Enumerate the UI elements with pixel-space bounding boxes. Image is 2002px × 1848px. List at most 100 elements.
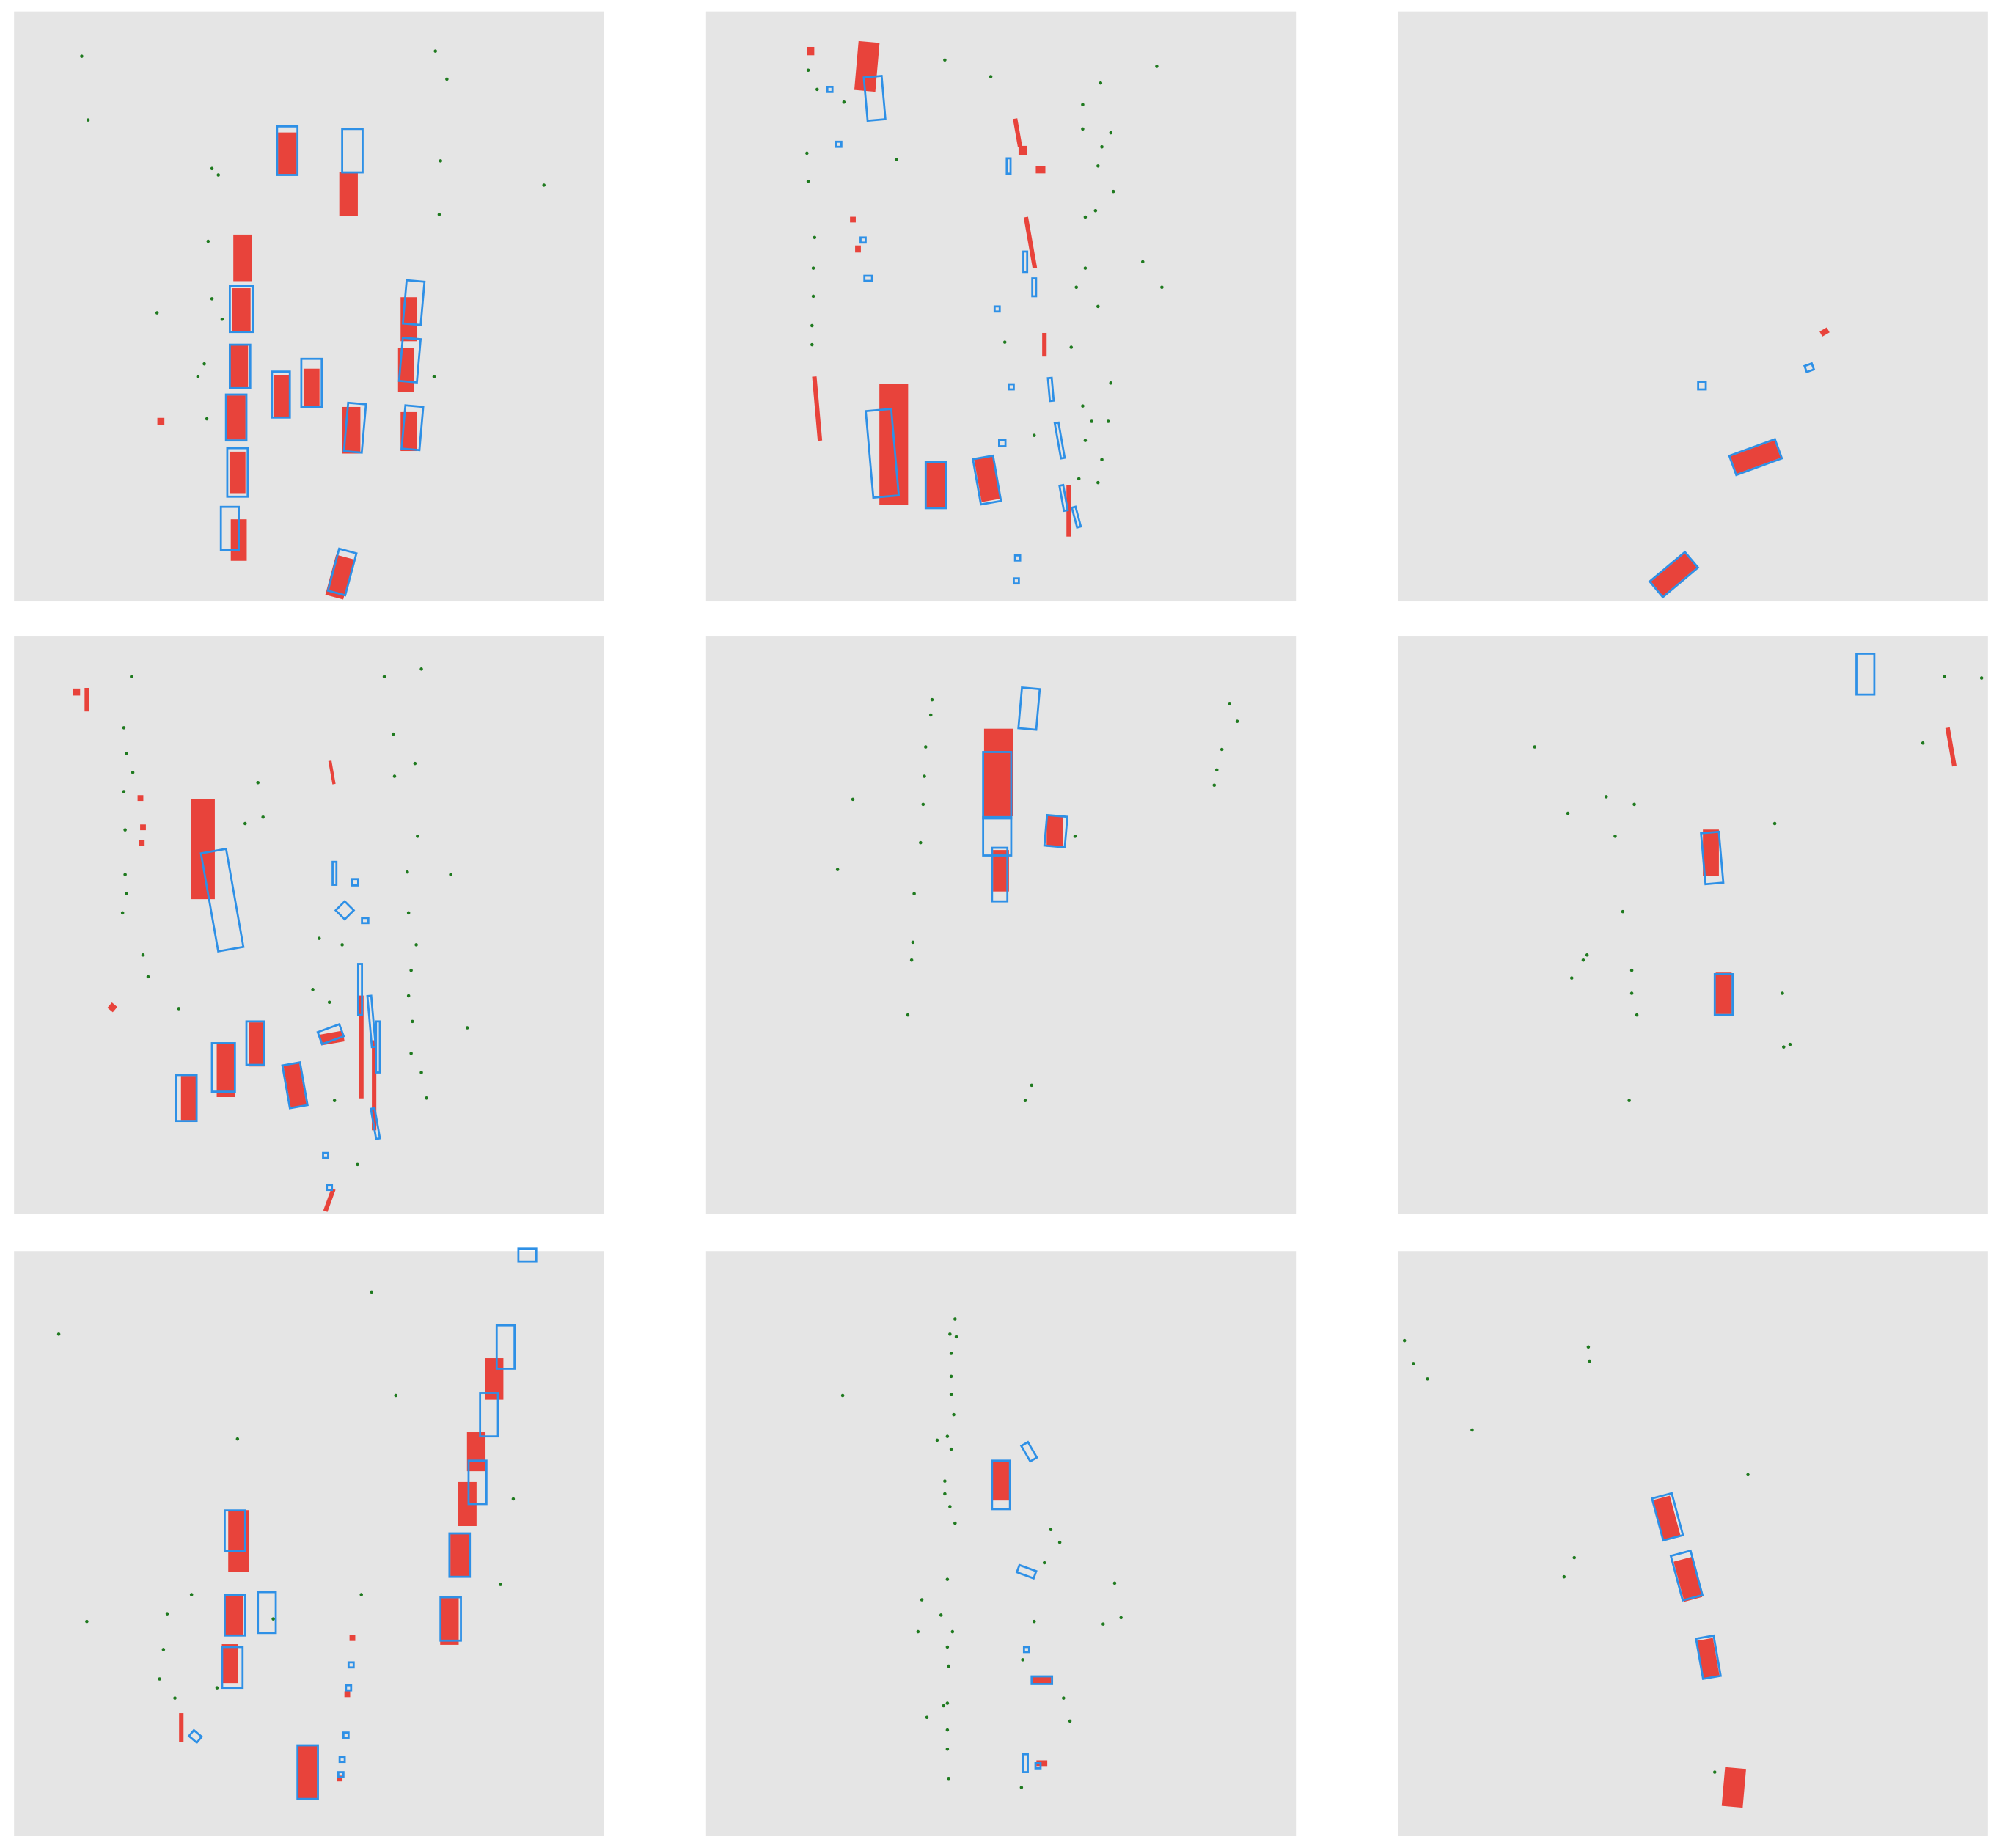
lidar-point (945, 1728, 950, 1732)
lidar-point (210, 297, 214, 301)
predicted-box (229, 344, 249, 389)
lidar-point (1632, 802, 1636, 807)
ground-truth-box (341, 128, 364, 174)
bev-panel (705, 636, 1297, 1214)
ground-truth-box (1713, 973, 1734, 1016)
lidar-point (394, 1393, 397, 1398)
ground-truth-box (219, 505, 240, 551)
predicted-box (227, 395, 246, 440)
lidar-point (815, 87, 819, 92)
lidar-point (155, 311, 159, 315)
lidar-point (1160, 285, 1164, 290)
lidar-point (1111, 189, 1115, 194)
lidar-point (945, 1747, 950, 1751)
predicted-box (466, 1432, 486, 1472)
lidar-point (1057, 1540, 1062, 1544)
predicted-box (1730, 440, 1781, 474)
lidar-point (409, 1052, 413, 1055)
predicted-box (349, 1635, 356, 1641)
lidar-point (1062, 1696, 1066, 1700)
lidar-point (928, 713, 933, 717)
ground-truth-box (835, 140, 843, 148)
predicted-box (339, 172, 358, 216)
ground-truth-box (972, 454, 1002, 506)
lidar-point (989, 75, 993, 78)
lidar-point (406, 870, 409, 874)
lidar-point (414, 943, 418, 947)
ground-truth-box (276, 125, 299, 176)
predicted-box (139, 840, 145, 846)
lidar-point (949, 1392, 953, 1396)
predicted-box (233, 234, 252, 282)
predicted-box (179, 1713, 184, 1742)
ground-truth-box (1803, 362, 1816, 374)
ground-truth-box (1022, 1753, 1029, 1773)
ground-truth-box (221, 1646, 244, 1690)
lidar-point (359, 1593, 363, 1596)
lidar-point (909, 958, 914, 962)
predicted-box (450, 1533, 469, 1577)
predicted-box (325, 554, 354, 600)
lidar-point (1470, 1428, 1474, 1432)
predicted-box (1042, 332, 1047, 357)
predicted-box (991, 1462, 1011, 1501)
bev-panel (14, 636, 604, 1214)
lidar-point (196, 375, 200, 378)
lidar-point (122, 726, 126, 730)
lidar-point (1100, 458, 1104, 462)
lidar-point (1155, 65, 1159, 68)
lidar-point (912, 892, 916, 896)
ground-truth-box (997, 439, 1007, 447)
ground-truth-box (439, 1596, 462, 1642)
ground-truth-box (1030, 1675, 1054, 1685)
lidar-point (465, 1026, 469, 1030)
lidar-point (906, 1013, 910, 1017)
lidar-point (942, 1704, 945, 1708)
lidar-point (125, 751, 128, 755)
lidar-point (1566, 811, 1570, 815)
ground-truth-box (982, 815, 1013, 857)
ground-truth-box (1855, 653, 1876, 696)
ground-truth-box (1022, 1646, 1030, 1654)
lidar-point (949, 1352, 953, 1355)
ground-truth-box (1669, 1549, 1704, 1602)
lidar-point (122, 790, 126, 793)
predicted-box (983, 728, 1013, 816)
ground-truth-box (224, 393, 248, 442)
lidar-point (1140, 260, 1145, 264)
ground-truth-box (1070, 505, 1082, 529)
bev-panel (1398, 11, 1988, 602)
ground-truth-box (495, 1324, 516, 1370)
lidar-point (1533, 745, 1537, 749)
lidar-point (406, 911, 411, 915)
ground-truth-box (296, 1744, 319, 1800)
lidar-point (85, 1619, 89, 1624)
ground-truth-box (826, 85, 834, 93)
lidar-point (1235, 719, 1239, 723)
lidar-point (1569, 976, 1574, 980)
lidar-point (1112, 1581, 1117, 1585)
ground-truth-box (1695, 1634, 1723, 1681)
ground-truth-box (1697, 381, 1707, 391)
ground-truth-box (924, 461, 947, 510)
predicted-box (107, 1002, 117, 1013)
predicted-box (140, 824, 146, 831)
lidar-point (146, 975, 150, 979)
ground-truth-box (199, 847, 245, 953)
lidar-point (318, 936, 321, 940)
lidar-point (1101, 1622, 1105, 1626)
lidar-point (1921, 741, 1925, 745)
predicted-box (344, 1691, 351, 1698)
lidar-point (1083, 215, 1088, 219)
lidar-point (271, 1617, 275, 1621)
lidar-point (1627, 1099, 1631, 1103)
ground-truth-box (347, 1661, 355, 1669)
ground-truth-box (448, 1532, 472, 1578)
predicted-box (224, 1595, 243, 1635)
predicted-box (278, 132, 297, 175)
ground-truth-box (229, 343, 252, 389)
lidar-point (1605, 795, 1608, 799)
predicted-box (73, 688, 81, 696)
lidar-point (1613, 835, 1617, 838)
ground-truth-box (1019, 1440, 1038, 1463)
